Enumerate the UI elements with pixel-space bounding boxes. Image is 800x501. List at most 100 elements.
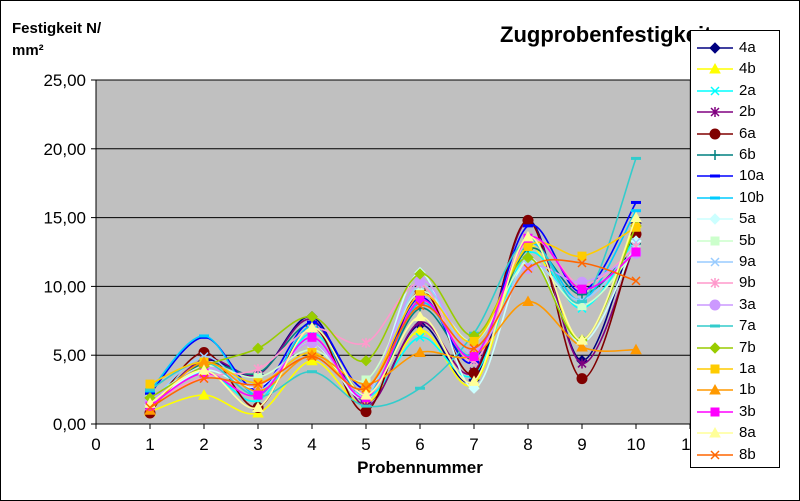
legend-label: 3a — [739, 295, 756, 313]
legend-label: 2b — [739, 103, 756, 121]
legend-marker — [710, 107, 720, 118]
data-point-7b — [252, 342, 264, 355]
data-point-1a — [469, 336, 479, 346]
legend-item-7a: 7a — [691, 315, 781, 337]
data-point-3b — [631, 247, 641, 257]
legend: 4a 4b 2a 2b 6a 6b 10a 10b 5a 5b 9a 9b 3a 7a 7b 1a 1b 3b 8a… — [690, 30, 780, 468]
legend-marker — [710, 364, 720, 374]
data-point-4b — [414, 324, 426, 335]
y-tick-label: 25,00 — [43, 71, 86, 90]
x-tick-label: 5 — [361, 435, 370, 454]
data-point-8b — [577, 258, 587, 268]
data-point-8a — [468, 375, 480, 386]
legend-item-8b: 8b — [691, 444, 781, 466]
legend-swatch-2a — [697, 86, 733, 96]
legend-item-5a: 5a — [691, 208, 781, 230]
data-point-3b — [307, 332, 317, 342]
legend-marker — [709, 128, 721, 140]
legend-swatch-4b — [697, 63, 733, 74]
data-point-1a — [145, 379, 155, 389]
legend-marker — [709, 63, 721, 74]
x-tick-label: 7 — [469, 435, 478, 454]
legend-item-2a: 2a — [691, 80, 781, 102]
legend-swatch-2b — [697, 107, 733, 118]
legend-swatch-1a — [697, 364, 733, 374]
legend-item-10a: 10a — [691, 165, 781, 187]
legend-label: 2a — [739, 81, 756, 99]
legend-swatch-6a — [697, 128, 733, 140]
data-point-6a — [522, 214, 534, 226]
data-point-9b — [361, 337, 371, 348]
legend-item-9b: 9b — [691, 272, 781, 294]
legend-item-4a: 4a — [691, 37, 781, 59]
data-point-1a — [577, 251, 587, 261]
legend-item-6b: 6b — [691, 144, 781, 166]
legend-label: 10a — [739, 167, 765, 185]
data-point-8a — [414, 310, 426, 322]
data-point-6a — [576, 373, 588, 385]
legend-item-9a: 9a — [691, 251, 781, 273]
legend-item-4b: 4b — [691, 58, 781, 80]
legend-item-1a: 1a — [691, 358, 781, 380]
x-tick-label: 8 — [523, 435, 532, 454]
legend-swatch-5b — [697, 236, 733, 246]
data-point-8a — [252, 401, 264, 412]
series-line-5b — [149, 248, 637, 400]
x-tick-label: 9 — [577, 435, 586, 454]
data-point-3b — [577, 284, 587, 294]
legend-label: 8b — [739, 445, 756, 463]
data-point-8b — [361, 383, 371, 393]
legend-label: 5b — [739, 231, 756, 249]
chart-title: Zugprobenfestigkeit — [500, 22, 712, 47]
data-point-8b — [631, 276, 641, 286]
legend-marker — [710, 450, 720, 460]
legend-swatch-10a — [697, 174, 733, 178]
legend-marker — [710, 86, 720, 96]
series-line-8a — [149, 217, 637, 409]
legend-label: 8a — [739, 424, 756, 442]
legend-swatch-8b — [697, 450, 733, 460]
data-point-3b — [253, 390, 263, 400]
legend-swatch-3a — [697, 299, 733, 311]
data-point-1b — [630, 343, 642, 355]
x-tick-label: 6 — [415, 435, 424, 454]
legend-item-3a: 3a — [691, 294, 781, 316]
x-tick-label: 1 — [145, 435, 154, 454]
legend-item-10b: 10b — [691, 187, 781, 209]
x-tick-label: 2 — [199, 435, 208, 454]
legend-label: 10b — [739, 188, 765, 206]
y-axis-title-line-2: mm² — [12, 42, 44, 59]
y-axis-title: Festigkeit N/ mm² — [12, 18, 101, 62]
x-tick-label: 10 — [627, 435, 646, 454]
x-tick-label: 4 — [307, 435, 316, 454]
data-point-2a — [415, 332, 425, 342]
series-8a — [144, 211, 642, 412]
legend-swatch-8a — [697, 427, 733, 438]
data-point-8b — [469, 343, 479, 353]
legend-swatch-4a — [697, 42, 733, 54]
data-point-8a — [630, 211, 642, 223]
data-point-9b — [253, 363, 263, 374]
legend-marker — [709, 427, 721, 438]
data-point-6a — [360, 406, 372, 418]
data-point-2b — [577, 358, 587, 369]
legend-item-7b: 7b — [691, 337, 781, 359]
legend-marker — [709, 341, 721, 354]
legend-item-8a: 8a — [691, 422, 781, 444]
data-point-8a — [576, 334, 588, 345]
legend-marker — [710, 407, 720, 417]
data-point-8a — [198, 364, 210, 375]
data-point-4b — [198, 389, 210, 400]
legend-item-5b: 5b — [691, 230, 781, 252]
data-point-8b — [415, 301, 425, 311]
data-point-8b — [523, 263, 533, 274]
legend-label: 3b — [739, 402, 756, 420]
legend-label: 4a — [739, 39, 756, 56]
data-point-7b — [414, 268, 426, 280]
legend-label: 9a — [739, 253, 756, 270]
x-tick-label: 3 — [253, 435, 262, 454]
data-point-1b — [522, 295, 534, 307]
y-tick-label: 20,00 — [43, 140, 86, 159]
data-point-1a — [523, 241, 533, 251]
